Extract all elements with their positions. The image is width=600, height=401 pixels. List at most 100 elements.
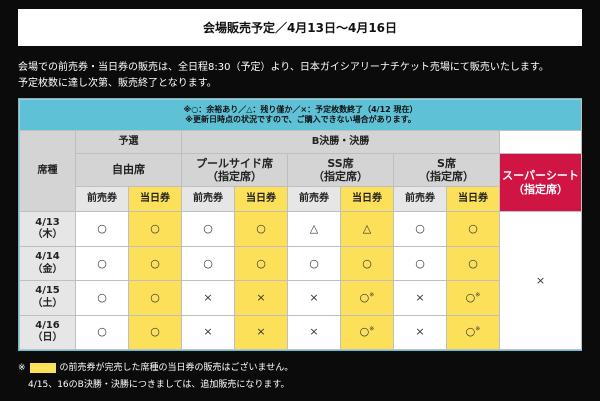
status-cell: ○ <box>181 245 235 282</box>
super-seat-header: スーパーシート （指定席） <box>498 153 583 213</box>
day-label: 4/15 （土） <box>19 280 76 316</box>
status-mark: ○ <box>468 222 478 236</box>
status-cell: △ <box>340 211 394 247</box>
ss-seat-name: SS席 <box>327 156 354 170</box>
status-mark: × <box>309 291 319 305</box>
status-cell: ○ <box>181 211 235 247</box>
status-mark: × <box>309 325 319 339</box>
legend-line-1: ※○：余裕あり／△：残り僅か／×：予定枚数終了（4/12 現在） <box>183 105 418 115</box>
legend-cell: ※○：余裕あり／△：残り僅か／×：予定枚数終了（4/12 現在） ※更新日時点の… <box>18 98 583 132</box>
status-cell: ○ <box>446 245 500 282</box>
status-mark: ○ <box>97 325 107 339</box>
day-date: 4/13 <box>35 216 60 228</box>
day-date: 4/14 <box>35 251 60 263</box>
presale-header: 前売券 <box>393 186 447 213</box>
status-mark: × <box>203 291 213 305</box>
status-cell: × <box>393 314 447 351</box>
super-seat-name: スーパーシート <box>502 169 579 183</box>
footnotes: ※ の前売券が完売した席種の当日券の販売はございません。 4/15、16のB決勝・… <box>18 360 293 394</box>
status-mark: ○ <box>150 325 160 339</box>
status-cell: ○ <box>75 245 129 282</box>
status-mark: ○ <box>256 222 266 236</box>
status-cell: ○ <box>128 245 182 282</box>
status-cell: ○※ <box>340 280 394 316</box>
status-cell: ○※ <box>446 314 500 351</box>
status-cell: ○※ <box>446 280 500 316</box>
presale-header: 前売券 <box>75 186 129 213</box>
status-cell: ○ <box>128 280 182 316</box>
poolside-seat-header: プールサイド席 （指定席） <box>181 153 288 188</box>
status-cell: × <box>181 314 235 351</box>
status-cell: × <box>287 314 341 351</box>
status-cell: ○※ <box>340 314 394 351</box>
super-seat-status: × <box>498 211 583 350</box>
status-mark: ○ <box>256 256 266 270</box>
header-row-seats: 自由席 プールサイド席 （指定席） SS席 （指定席） S席 （指定席） スーパ… <box>20 153 583 213</box>
s-seat-sub: （指定席） <box>419 170 474 184</box>
status-cell: ○ <box>393 211 447 247</box>
status-cell: △ <box>287 211 341 247</box>
day-row: 4/14 （金） ○ ○ ○ ○ ○ ○ ○ ○ <box>19 245 582 282</box>
status-mark: △ <box>309 222 319 236</box>
footnote-line-1: ※ の前売券が完売した席種の当日券の販売はございません。 <box>18 360 293 377</box>
status-mark: ○ <box>150 291 160 305</box>
status-mark: ○ <box>359 291 370 305</box>
day-row: 4/16 （日） ○ ○ × × × ○※ × ○※ <box>19 314 582 351</box>
status-mark: ○ <box>362 256 372 270</box>
ss-seat-sub: （指定席） <box>313 170 368 184</box>
day-row: 4/15 （土） ○ ○ × × × ○※ × ○※ <box>19 280 582 316</box>
status-mark: × <box>256 291 266 305</box>
super-header-blank <box>498 130 583 155</box>
status-mark: ○ <box>150 222 160 236</box>
status-note: ※ <box>475 291 481 299</box>
status-cell: ○ <box>446 211 500 247</box>
day-weekday: （日） <box>32 332 63 344</box>
status-cell: ○ <box>234 245 288 282</box>
status-mark: ○ <box>97 222 107 236</box>
day-date: 4/16 <box>35 319 60 331</box>
day-row: 4/13 （木） ○ ○ ○ ○ △ △ ○ ○ × <box>19 211 583 350</box>
status-cell: ○ <box>340 245 394 282</box>
s-seat-name: S席 <box>437 156 456 170</box>
status-mark: ○ <box>468 256 478 270</box>
footnote-text-1: の前売券が完売した席種の当日券の販売はございません。 <box>59 363 294 373</box>
status-mark: ○ <box>465 291 476 305</box>
status-note: ※ <box>475 325 481 333</box>
schedule-grid: ※○：余裕あり／△：残り僅か／×：予定枚数終了（4/12 現在） ※更新日時点の… <box>18 98 583 351</box>
s-seat-header: S席 （指定席） <box>393 153 500 188</box>
status-mark: ○ <box>203 256 213 270</box>
status-mark: ○ <box>97 256 107 270</box>
status-cell: ○ <box>75 211 129 247</box>
status-mark: ○ <box>150 256 160 270</box>
status-note: ※ <box>369 325 375 333</box>
status-mark: ○ <box>359 325 370 339</box>
legend-line-2: ※更新日時点の状況ですので、ご購入できない場合があります。 <box>185 115 416 125</box>
footnote-line-2: 4/15、16のB決勝・決勝につきましては、追加販売になります。 <box>28 380 290 390</box>
presale-header: 前売券 <box>287 186 341 213</box>
status-mark: × <box>415 291 425 305</box>
status-cell: × <box>234 280 288 316</box>
sameday-header: 当日券 <box>128 186 182 213</box>
sales-schedule-table: ※○：余裕あり／△：残り僅か／×：予定枚数終了（4/12 現在） ※更新日時点の… <box>18 98 583 351</box>
ss-seat-header: SS席 （指定席） <box>287 153 394 188</box>
seat-type-header: 席種 <box>19 130 76 213</box>
status-note: ※ <box>369 291 375 299</box>
status-mark: △ <box>362 222 372 236</box>
status-mark: × <box>256 325 266 339</box>
day-label: 4/16 （日） <box>19 314 76 351</box>
presale-header: 前売券 <box>181 186 235 213</box>
status-cell: ○ <box>128 314 182 351</box>
page-title: 会場販売予定／4月13日〜4月16日 <box>18 9 582 46</box>
status-cell: × <box>234 314 288 351</box>
day-weekday: （金） <box>32 263 63 275</box>
intro-line-2: 予定枚数に達し次第、販売終了となります。 <box>18 78 217 89</box>
day-weekday: （土） <box>32 297 63 309</box>
status-cell: × <box>393 280 447 316</box>
day-date: 4/15 <box>35 285 60 297</box>
status-cell: ○ <box>234 211 288 247</box>
status-mark: ○ <box>203 222 213 236</box>
sameday-header: 当日券 <box>340 186 394 213</box>
status-mark: × <box>203 325 213 339</box>
status-mark: ○ <box>97 291 107 305</box>
poolside-seat-name: プールサイド席 <box>196 156 273 170</box>
